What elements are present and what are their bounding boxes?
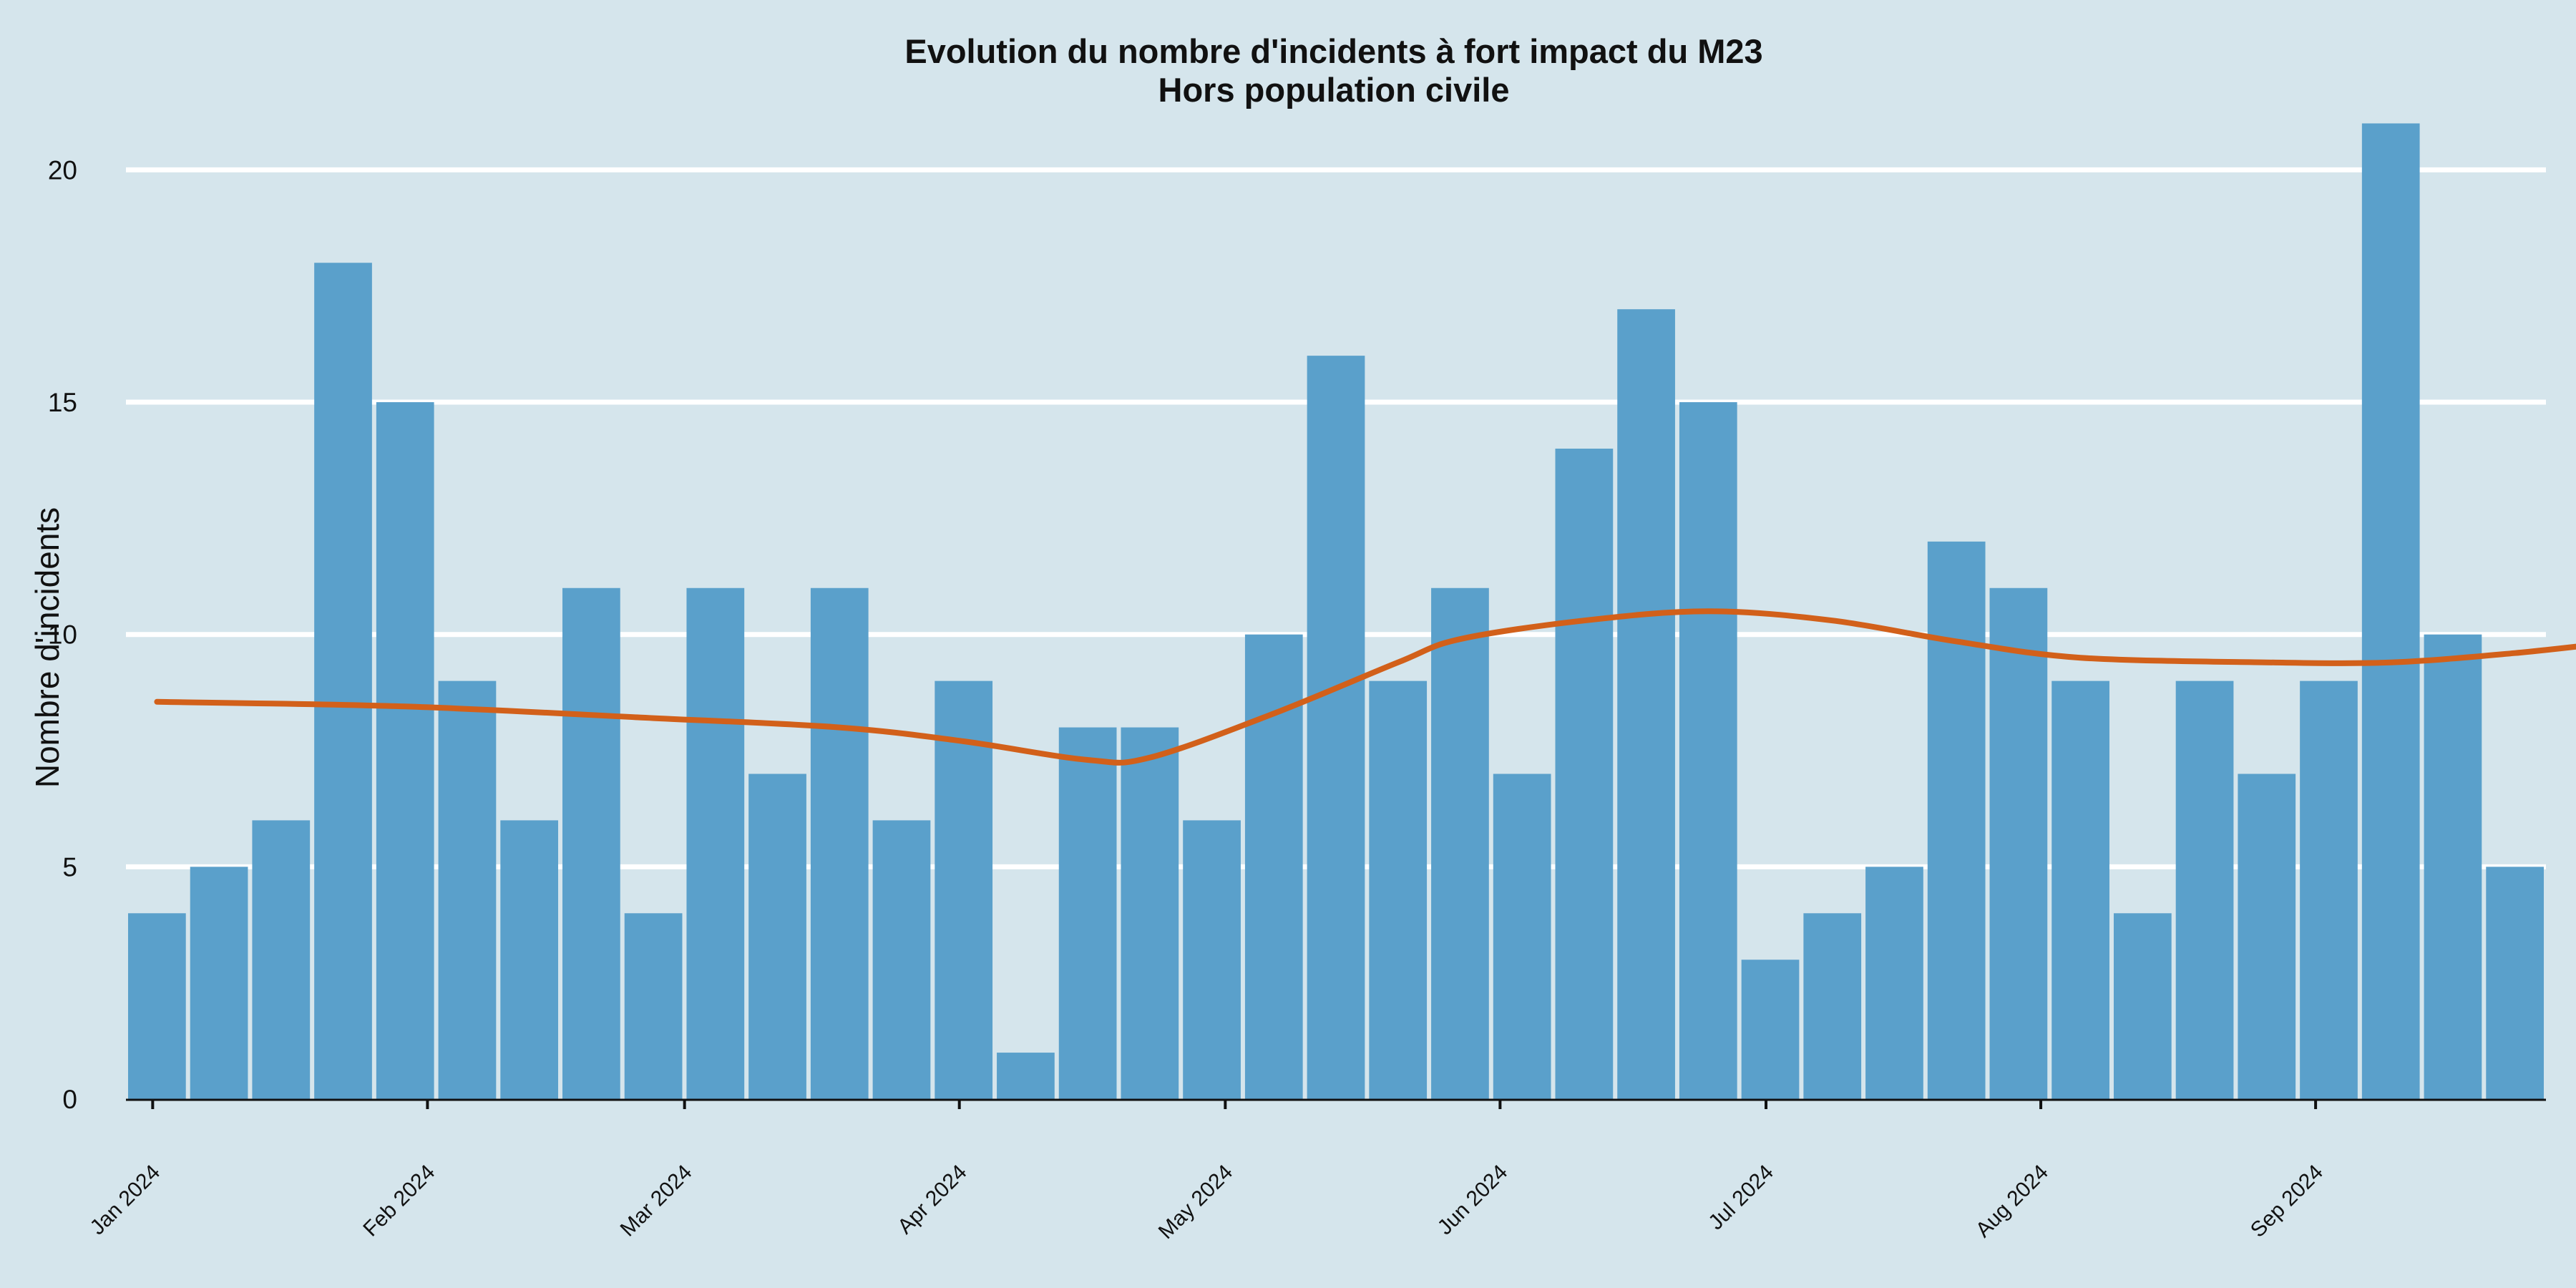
x-tick-label: Mar 2024 xyxy=(616,1161,697,1241)
y-tick-label: 10 xyxy=(48,620,77,650)
x-tick-label: Jul 2024 xyxy=(1704,1161,1778,1235)
bar xyxy=(128,913,186,1099)
bar xyxy=(1989,587,2048,1099)
y-tick-labels: 0 5 10 15 20 xyxy=(48,155,77,1114)
bar xyxy=(1307,356,1365,1100)
bar xyxy=(1555,448,1614,1099)
chart-subtitle: Hors population civile xyxy=(1158,71,1510,109)
bar xyxy=(1617,309,1675,1099)
bar xyxy=(190,867,248,1099)
x-tick-label: May 2024 xyxy=(1154,1161,1237,1244)
y-tick-label: 0 xyxy=(62,1085,77,1114)
bar xyxy=(2113,913,2172,1099)
bar xyxy=(686,587,745,1099)
x-tick-label: Jan 2024 xyxy=(86,1161,165,1240)
bar xyxy=(314,263,372,1099)
y-tick-label: 15 xyxy=(48,388,77,417)
x-tick-label: Feb 2024 xyxy=(358,1161,439,1241)
bar xyxy=(997,1053,1055,1099)
bar xyxy=(872,820,931,1099)
chart-title: Evolution du nombre d'incidents à fort i… xyxy=(904,32,1762,70)
bar xyxy=(1927,541,1986,1099)
bar xyxy=(500,820,559,1099)
bar xyxy=(1493,774,1551,1099)
bar xyxy=(2424,634,2482,1099)
bar xyxy=(2361,123,2420,1100)
x-tick-label: Aug 2024 xyxy=(1971,1161,2053,1242)
bars xyxy=(128,123,2544,1100)
bar xyxy=(1431,587,1489,1099)
bar xyxy=(1121,727,1179,1099)
bar xyxy=(376,402,434,1099)
bar xyxy=(2300,680,2358,1099)
trend-line xyxy=(154,608,2576,766)
bar xyxy=(2486,867,2544,1099)
bar xyxy=(1369,680,1428,1099)
bar xyxy=(1803,913,1862,1099)
bar xyxy=(1679,402,1737,1099)
bar xyxy=(748,774,806,1099)
bar xyxy=(1058,727,1117,1099)
x-tick-label: Sep 2024 xyxy=(2246,1161,2328,1242)
x-tick-marks xyxy=(151,1099,2318,1109)
x-tick-labels: Jan 2024 Feb 2024 Mar 2024 Apr 2024 May 2024… xyxy=(86,1161,2328,1244)
bar xyxy=(810,587,869,1099)
bar xyxy=(624,913,683,1099)
y-tick-label: 20 xyxy=(48,155,77,185)
bar xyxy=(2051,680,2109,1099)
x-tick-label: Jun 2024 xyxy=(1433,1161,1513,1240)
bar xyxy=(562,587,620,1099)
bar xyxy=(2175,680,2234,1099)
bar xyxy=(935,680,993,1099)
bar xyxy=(1183,820,1241,1099)
bar xyxy=(438,680,497,1099)
bar xyxy=(1865,867,1923,1099)
x-tick-label: Apr 2024 xyxy=(893,1161,971,1239)
y-axis-label: Nombre d'incidents xyxy=(29,507,66,788)
bar xyxy=(252,820,311,1099)
bar xyxy=(2238,774,2296,1099)
y-tick-label: 5 xyxy=(62,852,77,882)
bar xyxy=(1741,960,1800,1099)
